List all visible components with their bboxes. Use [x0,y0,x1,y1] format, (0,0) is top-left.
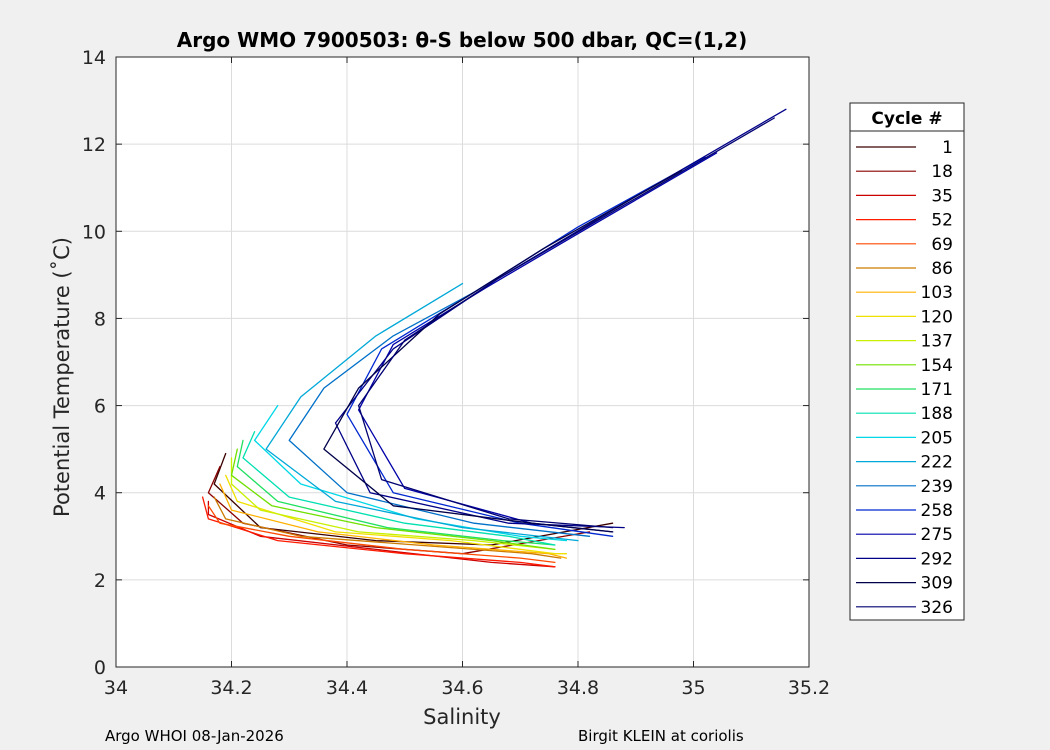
y-tick-label: 12 [82,134,106,156]
series-line-cycle-52 [201,496,556,568]
series-line-cycle-326 [357,117,775,529]
legend-label: 52 [931,211,953,231]
y-tick-label: 6 [94,396,106,418]
legend-label: 1 [942,138,953,158]
legend-entry-103: 103 [856,283,953,303]
legend-entry-222: 222 [856,453,953,473]
legend-label: 154 [921,356,953,376]
axes: 34 34.2 34.4 34.6 34.8 35 35.2 0 2 4 6 8 10 12 14 [82,47,830,699]
legend-entry-1: 1 [856,138,953,158]
legend-label: 222 [921,453,953,473]
legend-entry-188: 188 [856,404,953,424]
x-tick-label: 35.2 [788,677,830,699]
series-line-cycle-309 [323,169,683,533]
series-line-cycle-137 [230,457,556,551]
legend-label: 103 [921,283,953,303]
legend-label: 137 [921,332,953,352]
legend-entry-275: 275 [856,525,953,545]
x-tick-label: 34 [104,677,128,699]
legend-entry-52: 52 [856,211,953,231]
y-axis-label: Potential Temperature (˚C) [50,237,74,517]
legend-entry-86: 86 [856,259,953,279]
legend-label: 35 [931,186,953,206]
series-line-cycle-275 [357,152,718,533]
series-line-cycle-222 [265,282,579,542]
legend-label: 326 [921,598,953,618]
legend-entry-239: 239 [856,477,953,497]
footer-left: Argo WHOI 08-Jan-2026 [105,727,284,745]
series-line-cycle-239 [288,291,591,537]
legend-label: 171 [921,380,953,400]
series-line-cycle-154 [230,448,556,551]
x-tick-label: 35 [681,677,705,699]
series-line-cycle-205 [253,404,568,542]
y-tick-label: 14 [82,47,106,69]
y-tick-label: 0 [94,657,106,679]
footer-right: Birgit KLEIN at coriolis [578,727,744,745]
legend-entry-69: 69 [856,235,953,255]
x-tick-label: 34.4 [326,677,368,699]
legend-entry-137: 137 [856,332,953,352]
legend-label: 205 [921,428,953,448]
legend-label: 188 [921,404,953,424]
legend-label: 275 [921,525,953,545]
legend-label: 292 [921,549,953,569]
series-line-cycle-258 [346,156,706,537]
legend-entry-205: 205 [856,428,953,448]
x-axis-label: Salinity [423,705,501,729]
legend-entry-171: 171 [856,380,953,400]
legend-label: 239 [921,477,953,497]
y-tick-label: 2 [94,570,106,592]
x-tick-label: 34.6 [441,677,483,699]
series-line-cycle-86 [213,496,562,559]
legend-label: 258 [921,501,953,521]
legend-entry-120: 120 [856,307,953,327]
y-tick-label: 4 [94,483,106,505]
legend-label: 309 [921,574,953,594]
series-line-cycle-120 [225,474,568,555]
y-tick-label: 8 [94,308,106,330]
x-tick-label: 34.8 [557,677,599,699]
legend-label: 86 [931,259,953,279]
series-line-cycle-171 [236,439,556,546]
legend-entry-326: 326 [856,598,953,618]
legend-entry-35: 35 [856,186,953,206]
legend-label: 18 [931,162,953,182]
series-layer [201,108,787,568]
legend-entry-292: 292 [856,549,953,569]
series-line-cycle-103 [219,483,568,559]
legend-entry-154: 154 [856,356,953,376]
chart-title: Argo WMO 7900503: θ-S below 500 dbar, QC… [177,28,747,52]
legend-label: 120 [921,307,953,327]
series-line-cycle-35 [207,500,556,568]
legend-entry-309: 309 [856,574,953,594]
legend-entry-18: 18 [856,162,953,182]
legend-items: 1 18 35 52 69 86 103 120 137 154 171 188 205 222 239 25… [856,138,953,618]
legend: Cycle # 1 18 35 52 69 86 103 120 137 154 171 188 205… [849,102,965,621]
x-tick-label: 34.2 [210,677,252,699]
legend-title: Cycle # [871,109,942,129]
y-tick-label: 10 [82,221,106,243]
series-line-cycle-69 [207,505,556,564]
legend-entry-258: 258 [856,501,953,521]
series-line-cycle-188 [242,431,556,546]
legend-label: 69 [931,235,953,255]
